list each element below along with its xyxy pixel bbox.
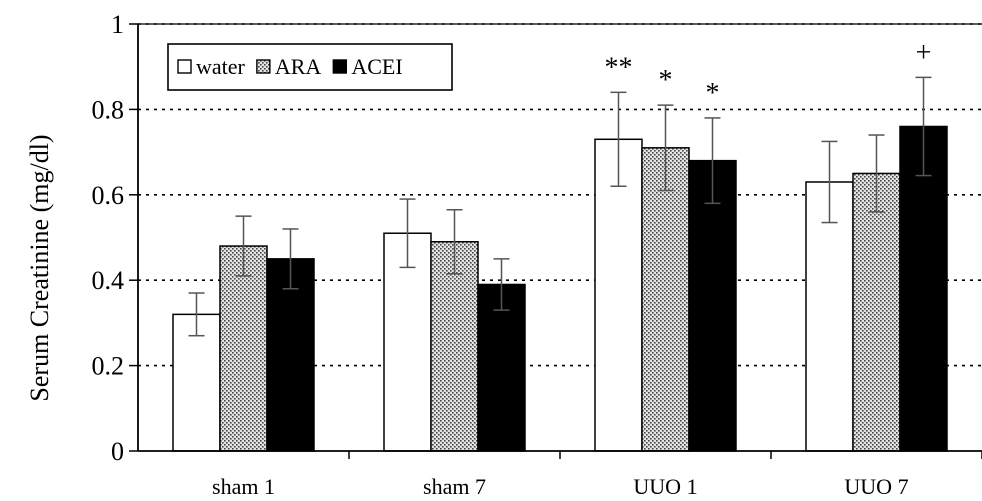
- legend-label-ARA: ARA: [275, 54, 322, 79]
- bar-water-UUO-7: [805, 181, 854, 452]
- significance-mark: +: [916, 37, 932, 68]
- legend-box: [167, 43, 453, 91]
- legend-label-ACEI: ACEI: [351, 54, 402, 79]
- x-category-label: sham 7: [423, 474, 486, 499]
- y-tick-label: 0.4: [92, 266, 125, 295]
- bar-water-UUO-1: [594, 138, 643, 452]
- legend-swatch-ARA: [256, 59, 271, 74]
- y-tick-label: 0.2: [92, 352, 125, 381]
- bar-ARA-UUO-1: [641, 147, 690, 452]
- bar-ARA-sham-1: [219, 245, 268, 452]
- legend-swatch-water: [177, 59, 192, 74]
- bar-ARA-sham-7: [430, 241, 479, 452]
- bar-ACEI-UUO-1: [688, 159, 737, 452]
- significance-annotations: ** * *+: [605, 37, 932, 109]
- x-category-label: sham 1: [212, 474, 275, 499]
- error-bars: [188, 76, 932, 337]
- significance-mark: **: [605, 52, 633, 83]
- y-axis-ticks: 0 0.2 0.4 0.6 0.8 1: [92, 10, 138, 466]
- significance-mark: *: [659, 65, 673, 96]
- bar-ACEI-sham-1: [266, 258, 315, 452]
- y-axis-label: Serum Creatinine (mg/dl): [25, 134, 54, 401]
- legend-swatch-ACEI: [332, 59, 348, 74]
- y-tick-label: 0.6: [92, 181, 125, 210]
- legend: water ARA ACEI: [167, 43, 453, 91]
- y-tick-label: 0: [111, 437, 124, 466]
- significance-mark: *: [706, 78, 720, 109]
- x-axis-category-labels: sham 1 sham 7 UUO 1 UUO 7: [212, 451, 982, 499]
- y-tick-label: 0.8: [92, 95, 125, 124]
- bar-ACEI-sham-7: [477, 283, 526, 452]
- legend-label-water: water: [196, 54, 246, 79]
- y-tick-label: 1: [111, 10, 124, 39]
- x-category-label: UUO 1: [633, 474, 697, 499]
- bar-ARA-UUO-7: [852, 172, 901, 452]
- x-category-label: UUO 7: [844, 474, 908, 499]
